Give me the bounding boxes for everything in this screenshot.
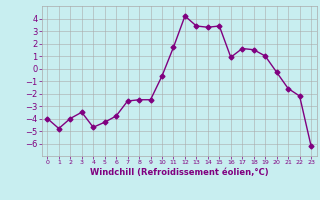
X-axis label: Windchill (Refroidissement éolien,°C): Windchill (Refroidissement éolien,°C) [90, 168, 268, 177]
